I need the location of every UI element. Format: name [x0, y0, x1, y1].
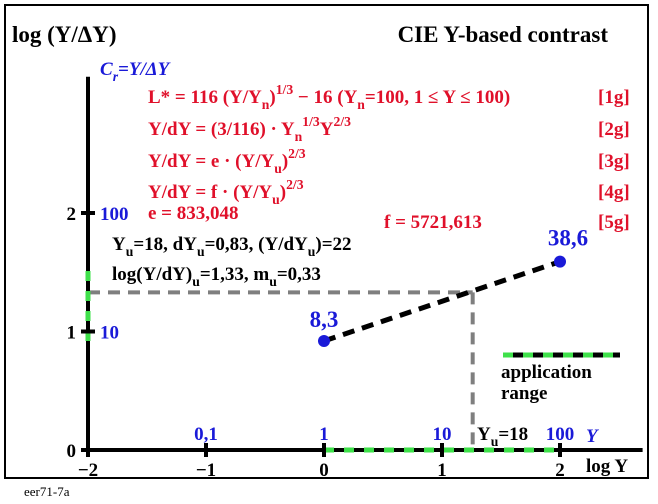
footer: eer71-7a	[24, 484, 70, 499]
equation-tag: [4g]	[598, 182, 630, 203]
text-run: u	[269, 274, 277, 289]
text-run: Y/dY = f · (Y/Y	[148, 182, 272, 203]
text-run: Y/dY = e · (Y/Y	[148, 151, 275, 172]
legend: application range	[501, 362, 592, 404]
annotation: Y/dY = e · (Y/Yu)2/3	[148, 146, 306, 176]
text-run: log	[586, 456, 614, 477]
text-run: L* = 116 (Y/Y	[148, 87, 262, 108]
x-tick-label: −2	[78, 460, 98, 481]
legend-label: application range	[501, 362, 592, 404]
text-run: Y	[477, 424, 491, 445]
text-run: r	[113, 69, 119, 84]
text-run: n	[357, 97, 365, 112]
x-tick-label: −1	[196, 460, 216, 481]
text-run: =18	[498, 424, 528, 445]
text-run: − 16 (Y	[293, 87, 357, 108]
x-tick-label: 2	[555, 460, 565, 481]
text-run: =100, 1 ≤ Y ≤ 100)	[365, 87, 510, 108]
text-run: C	[100, 59, 113, 80]
text-run: )	[269, 87, 275, 108]
text-run: 1/3	[302, 114, 320, 129]
y-axis-title: log (Y/ΔY)	[12, 22, 117, 47]
text-run: )	[280, 182, 286, 203]
annotation: log(Y/dY)u=1,33, mu=0,33	[112, 264, 321, 289]
y-tick-label: 1	[67, 323, 77, 344]
text-run: )	[282, 151, 288, 172]
text-run: u	[126, 244, 134, 259]
x-secondary-tick-label: 0,1	[194, 424, 218, 445]
chart-title: CIE Y-based contrast	[398, 22, 609, 47]
frame	[4, 4, 649, 479]
text-run: =1,33, m	[200, 264, 270, 285]
y-secondary-tick-label: 100	[100, 204, 129, 225]
point-label: 8,3	[310, 307, 339, 332]
x-secondary-tick-label: 100	[546, 424, 575, 445]
point-label: 38,6	[548, 226, 588, 251]
x-tick-label: 1	[437, 460, 447, 481]
text-run: log (Y/ΔY)	[12, 22, 117, 47]
annotation: Yu=18	[477, 424, 528, 449]
equation-tag: [1g]	[598, 87, 630, 108]
text-run: 2/3	[286, 177, 304, 192]
y-secondary-tick-label: 10	[100, 323, 119, 344]
text-run: 1/3	[276, 82, 294, 97]
text-run: u	[308, 244, 316, 259]
text-run: u	[491, 434, 499, 449]
data-point	[554, 255, 566, 268]
text-run: )=22	[315, 234, 351, 255]
annotation: Yu=18, dYu=0,83, (Y/dYu)=22	[112, 234, 352, 259]
equation-tag: [5g]	[598, 212, 630, 233]
text-run: u	[274, 161, 282, 176]
annotation: L* = 116 (Y/Yn)1/3 − 16 (Yn=100, 1 ≤ Y ≤…	[148, 82, 510, 112]
text-run: =0,83, (Y/dY	[205, 234, 308, 255]
x-secondary-tick-label: 10	[433, 424, 452, 445]
text-run: Y	[320, 119, 334, 140]
series-line	[323, 259, 561, 344]
text-run: u	[272, 192, 280, 207]
annotation: Cr=Y/ΔY	[100, 59, 172, 84]
constant: f = 5721,613	[384, 212, 482, 233]
text-run: Y	[112, 234, 126, 255]
equation-tag: [3g]	[598, 151, 630, 172]
text-run: n	[262, 97, 270, 112]
text-run: u	[197, 244, 205, 259]
x-secondary-axis-title: Y	[586, 426, 600, 447]
annotation: Y/dY = f · (Y/Yu)2/3	[148, 177, 304, 207]
text-run: Y	[614, 456, 628, 477]
x-secondary-tick-label: 1	[319, 424, 329, 445]
text-run: log(Y/dY)	[112, 264, 192, 285]
text-run: =Y/ΔY	[118, 59, 172, 80]
text-run: Y/dY = (3/116) · Y	[148, 119, 295, 140]
equation-tag: [2g]	[598, 119, 630, 140]
y-tick-label: 2	[67, 204, 77, 225]
data-point	[318, 334, 330, 347]
annotation: log Y	[586, 456, 628, 477]
x-tick-label: 0	[319, 460, 329, 481]
text-run: n	[295, 129, 303, 144]
text-run: =0,33	[277, 264, 321, 285]
text-run: u	[192, 274, 200, 289]
text-run: =18, dY	[133, 234, 197, 255]
constant: e = 833,048	[148, 203, 239, 224]
text-run: 2/3	[288, 146, 306, 161]
text-run: 2/3	[333, 114, 351, 129]
annotation: Y/dY = (3/116) · Yn1/3Y2/3	[148, 114, 351, 144]
y-tick-label: 0	[67, 441, 77, 462]
